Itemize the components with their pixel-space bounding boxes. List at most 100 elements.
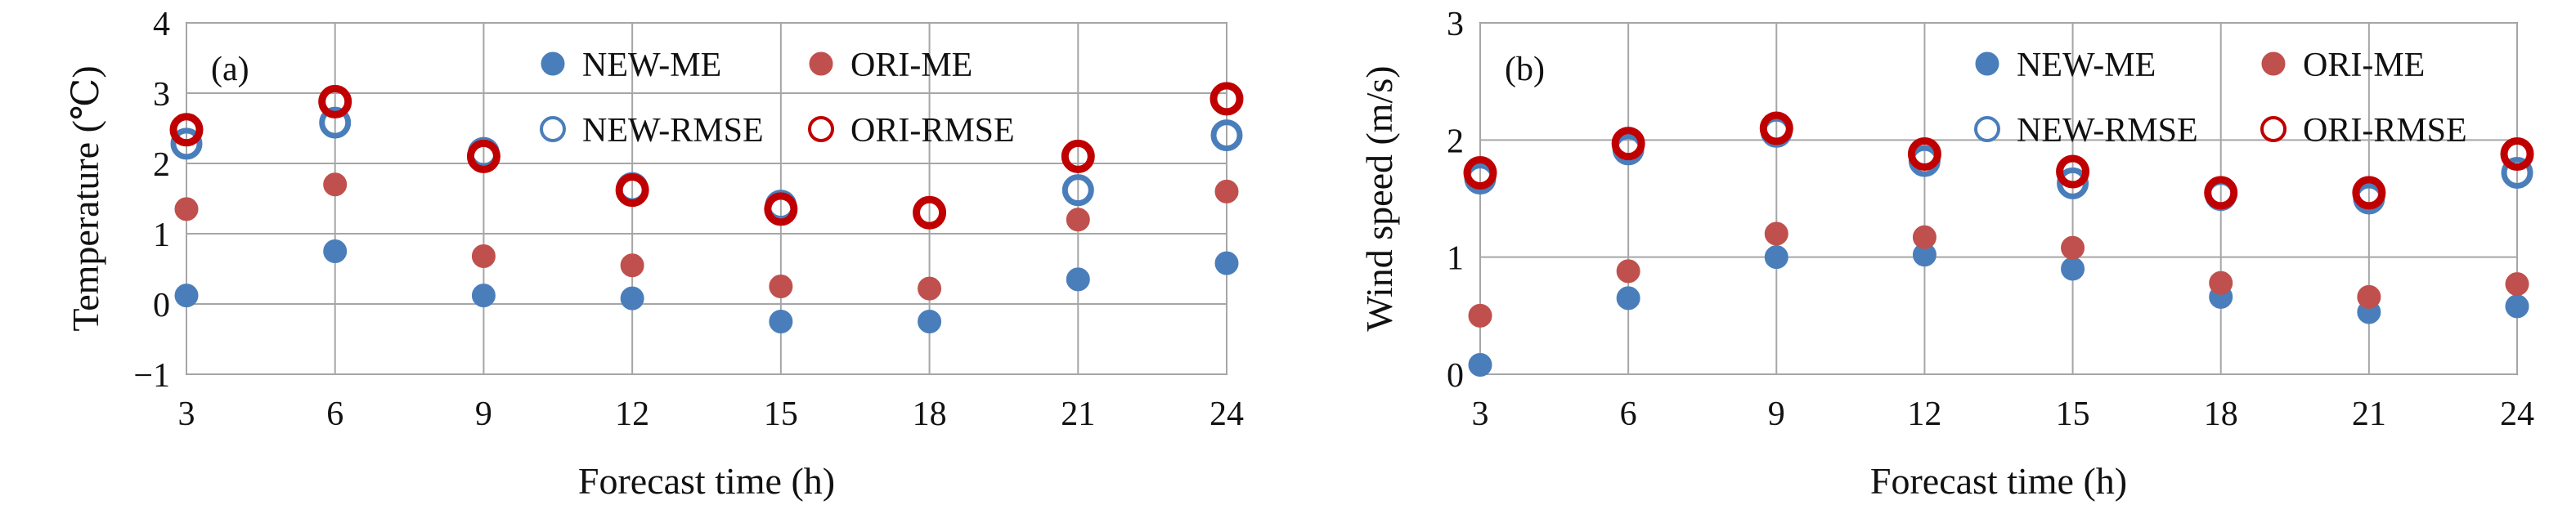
legend-entry: ORI-RMSE bbox=[2260, 112, 2467, 150]
y-tick-label: −1 bbox=[133, 357, 170, 395]
data-point-ori-me bbox=[1616, 259, 1640, 284]
data-point-new-me bbox=[918, 310, 942, 333]
y-tick-label: 3 bbox=[153, 76, 170, 114]
x-tick-label: 9 bbox=[475, 396, 492, 433]
data-point-new-me bbox=[1616, 286, 1640, 311]
data-point-ori-rmse bbox=[615, 173, 649, 208]
data-point-ori-me bbox=[918, 276, 942, 301]
legend-label: NEW-ME bbox=[2017, 47, 2156, 84]
data-point-new-me bbox=[323, 239, 348, 263]
data-point-ori-rmse bbox=[1061, 139, 1095, 173]
data-point-new-me bbox=[2061, 257, 2085, 281]
legend-marker bbox=[809, 51, 833, 76]
legend-label: NEW-RMSE bbox=[582, 112, 764, 150]
data-point-ori-rmse bbox=[466, 139, 500, 173]
x-axis-title: Forecast time (h) bbox=[1870, 460, 2127, 502]
legend-marker bbox=[2260, 116, 2287, 142]
data-point-ori-rmse bbox=[2056, 154, 2090, 189]
data-point-ori-me bbox=[174, 197, 199, 221]
legend-entry: ORI-ME bbox=[809, 47, 972, 84]
data-point-new-rmse bbox=[170, 127, 203, 160]
data-point-ori-me bbox=[1468, 303, 1492, 328]
x-tick-label: 9 bbox=[1768, 396, 1785, 433]
data-point-ori-rmse bbox=[1907, 137, 1941, 172]
x-tick-label: 3 bbox=[1472, 396, 1489, 433]
legend-entry: ORI-RMSE bbox=[808, 112, 1015, 150]
x-tick-label: 12 bbox=[1907, 396, 1941, 433]
data-point-new-me bbox=[1764, 245, 1788, 270]
x-tick-label: 15 bbox=[764, 396, 798, 433]
plot-area bbox=[186, 22, 1227, 375]
data-point-ori-rmse bbox=[1611, 127, 1645, 161]
data-point-ori-rmse bbox=[169, 113, 204, 147]
y-tick-label: 2 bbox=[153, 146, 170, 184]
y-tick-label: 0 bbox=[1447, 357, 1464, 395]
data-point-ori-me bbox=[620, 253, 644, 278]
x-tick-label: 18 bbox=[913, 396, 947, 433]
data-point-new-me bbox=[769, 310, 793, 333]
x-tick-label: 6 bbox=[1620, 396, 1637, 433]
legend-marker bbox=[2261, 51, 2286, 76]
x-tick-label: 6 bbox=[326, 396, 343, 433]
legend-entry: NEW-ME bbox=[541, 47, 721, 84]
data-point-new-rmse bbox=[2501, 156, 2533, 189]
y-tick-label: 3 bbox=[1447, 6, 1464, 43]
x-tick-label: 21 bbox=[1061, 396, 1095, 433]
data-point-new-me bbox=[2505, 294, 2529, 319]
y-tick-label: 4 bbox=[153, 6, 170, 43]
y-tick-label: 0 bbox=[153, 287, 170, 324]
data-point-new-me bbox=[620, 286, 644, 311]
legend-entry: NEW-RMSE bbox=[1974, 112, 2198, 150]
panel-label: (b) bbox=[1505, 51, 1545, 88]
y-tick-label: 1 bbox=[153, 217, 170, 254]
legend-label: NEW-ME bbox=[582, 47, 721, 84]
panel-label: (a) bbox=[211, 51, 249, 88]
legend-label: NEW-RMSE bbox=[2017, 112, 2198, 150]
data-point-ori-me bbox=[2357, 284, 2381, 309]
x-tick-label: 24 bbox=[2500, 396, 2534, 433]
data-point-ori-me bbox=[2209, 270, 2233, 295]
data-point-new-me bbox=[1468, 353, 1492, 378]
data-point-ori-rmse bbox=[1759, 111, 1793, 145]
data-point-new-me bbox=[1214, 251, 1239, 275]
data-point-ori-me bbox=[1912, 225, 1936, 249]
data-point-ori-rmse bbox=[764, 192, 798, 226]
data-point-new-rmse bbox=[319, 106, 352, 139]
y-tick-label: 2 bbox=[1447, 123, 1464, 160]
legend-marker bbox=[540, 116, 566, 142]
y-tick-label: 1 bbox=[1447, 240, 1464, 278]
legend-marker bbox=[808, 116, 834, 142]
data-point-ori-rmse bbox=[2204, 176, 2238, 210]
legend-marker bbox=[541, 51, 565, 76]
data-point-ori-me bbox=[1214, 179, 1239, 203]
x-tick-label: 21 bbox=[2352, 396, 2386, 433]
legend-marker bbox=[1974, 116, 2000, 142]
plot-area bbox=[1479, 22, 2518, 375]
data-point-new-rmse bbox=[1210, 119, 1243, 152]
data-point-ori-me bbox=[471, 244, 496, 269]
data-point-ori-rmse bbox=[2500, 137, 2534, 172]
legend-label: ORI-RMSE bbox=[2303, 112, 2467, 150]
x-tick-label: 12 bbox=[615, 396, 649, 433]
y-axis-title: Temperature (℃) bbox=[65, 65, 106, 331]
data-point-ori-me bbox=[2505, 272, 2529, 297]
data-point-ori-rmse bbox=[318, 84, 352, 118]
data-point-new-rmse bbox=[1061, 174, 1094, 207]
x-tick-label: 24 bbox=[1209, 396, 1244, 433]
y-axis-title: Wind speed (m/s) bbox=[1358, 65, 1400, 331]
legend-label: ORI-RMSE bbox=[850, 112, 1015, 150]
data-point-ori-rmse bbox=[1209, 82, 1244, 116]
data-point-new-me bbox=[174, 284, 199, 308]
data-point-ori-me bbox=[1764, 221, 1788, 246]
data-point-ori-me bbox=[323, 172, 348, 197]
data-point-new-me bbox=[1066, 267, 1090, 292]
data-point-new-rmse bbox=[2057, 167, 2089, 199]
x-tick-label: 15 bbox=[2056, 396, 2090, 433]
legend-entry: NEW-RMSE bbox=[540, 112, 764, 150]
x-tick-label: 3 bbox=[178, 396, 195, 433]
data-point-ori-me bbox=[769, 275, 793, 298]
legend-label: ORI-ME bbox=[850, 47, 972, 84]
